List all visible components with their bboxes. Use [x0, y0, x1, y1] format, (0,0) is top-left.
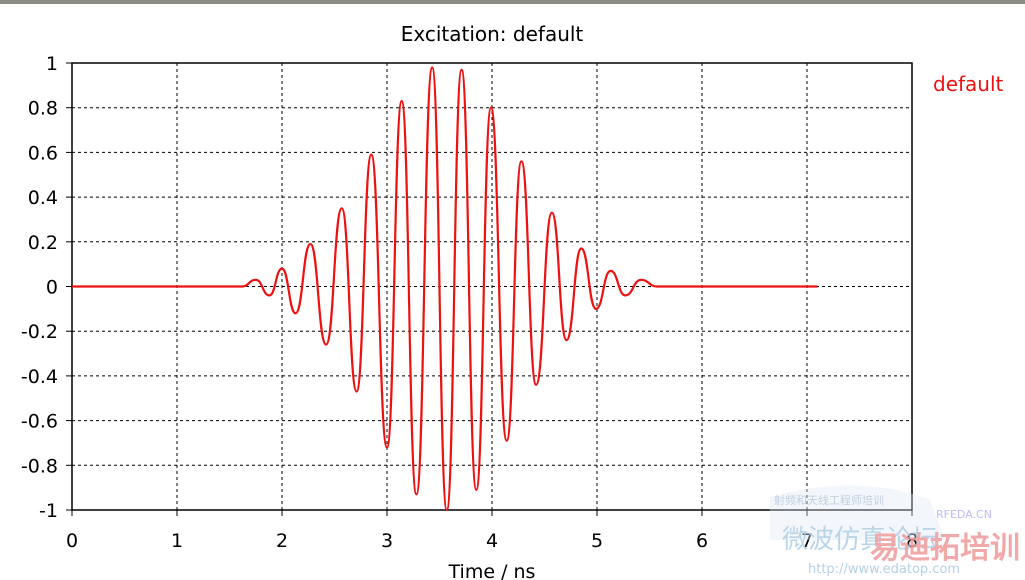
y-tick-label: -0.4	[21, 366, 58, 388]
watermark-site-en: RFEDA.CN	[936, 508, 992, 521]
y-tick-label: 0.2	[28, 232, 58, 254]
x-tick-label: 1	[171, 530, 183, 552]
series-line-default	[71, 66, 818, 512]
watermark-cn-small: 射频和天线工程师培训	[774, 493, 884, 507]
y-tick-label: -0.2	[21, 321, 58, 343]
y-tick-label: -1	[39, 500, 58, 522]
x-tick-label: 2	[276, 530, 288, 552]
watermark-cn-blue: 微波仿真论坛	[782, 525, 938, 555]
watermark-logo-shape	[770, 485, 945, 540]
x-axis-label: Time / ns	[448, 561, 536, 580]
x-tick-label: 0	[66, 530, 78, 552]
x-tick-label: 3	[381, 530, 393, 552]
y-axis-ticks: 1 0.8 0.6 0.4 0.2 0 -0.2 -0.4 -0.6 -0.8 -1	[21, 53, 72, 522]
y-tick-label: 1	[46, 53, 58, 75]
watermark-url: http://www.edatop.com	[808, 562, 960, 577]
y-tick-label: 0.4	[28, 187, 58, 209]
x-tick-label: 4	[486, 530, 498, 552]
watermark-cn-large: 易迪拓培训	[870, 531, 1020, 566]
y-tick-label: 0.8	[28, 98, 58, 120]
top-border	[0, 0, 1025, 4]
y-tick-label: 0	[46, 277, 58, 299]
x-axis-ticks: 0 1 2 3 4 5 6 7 8	[66, 510, 918, 552]
watermark: 射频和天线工程师培训 RFEDA.CN 微波仿真论坛 易迪拓培训 http://…	[770, 485, 1020, 577]
chart-title: Excitation: default	[401, 22, 584, 46]
x-tick-label: 8	[906, 530, 918, 552]
x-tick-label: 5	[591, 530, 603, 552]
y-tick-label: -0.6	[21, 411, 58, 433]
y-tick-label: -0.8	[21, 455, 58, 477]
y-tick-label: 0.6	[28, 142, 58, 164]
x-tick-label: 7	[801, 530, 813, 552]
legend-entry-default: default	[933, 72, 1004, 96]
x-tick-label: 6	[696, 530, 708, 552]
